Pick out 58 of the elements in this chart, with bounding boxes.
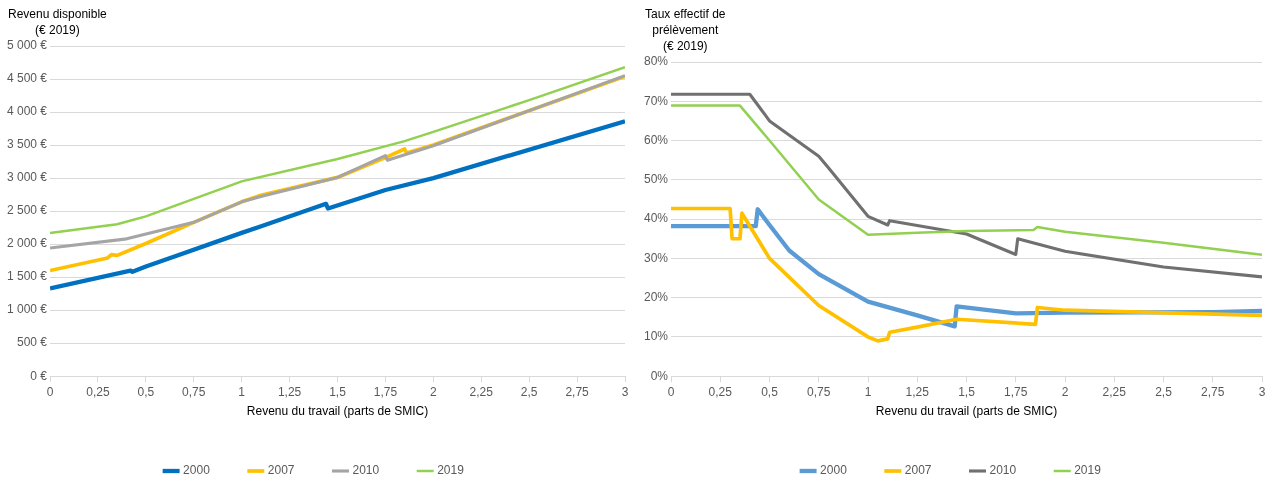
x-axis-title: Revenu du travail (parts de SMIC) bbox=[875, 404, 1058, 419]
y-tick-label: 80% bbox=[643, 54, 669, 69]
legend-label: 2010 bbox=[352, 463, 380, 478]
x-tick-label: 1,5 bbox=[958, 384, 976, 399]
legend-label: 2000 bbox=[183, 463, 211, 478]
y-tick-label: 3 500 € bbox=[6, 137, 48, 152]
x-tick-label: 3 bbox=[621, 384, 629, 399]
y-axis-title: Revenu disponible (€ 2019) bbox=[8, 6, 107, 38]
x-tick-label: 2,5 bbox=[1155, 384, 1173, 399]
x-tick-label: 1,75 bbox=[1004, 384, 1028, 399]
x-tick-label: 0,25 bbox=[708, 384, 733, 399]
x-tick-label: 2,5 bbox=[520, 384, 538, 399]
x-tick-label: 2,25 bbox=[469, 384, 494, 399]
legend-label: 2010 bbox=[989, 463, 1017, 478]
x-tick-label: 2 bbox=[1061, 384, 1069, 399]
y-tick-label: 0% bbox=[650, 368, 669, 383]
y-tick-label: 20% bbox=[643, 289, 669, 304]
legend-label: 2019 bbox=[437, 463, 465, 478]
x-axis-title: Revenu du travail (parts de SMIC) bbox=[246, 404, 429, 419]
legend-label: 2007 bbox=[267, 463, 295, 478]
y-tick-label: 30% bbox=[643, 250, 669, 265]
x-tick-label: 1,5 bbox=[329, 384, 347, 399]
legend-label: 2007 bbox=[904, 463, 932, 478]
x-tick-label: 0,5 bbox=[137, 384, 155, 399]
x-tick-label: 0 bbox=[667, 384, 675, 399]
x-tick-label: 2 bbox=[430, 384, 437, 399]
y-tick-label: 1 000 € bbox=[6, 302, 48, 317]
y-tick-label: 3 000 € bbox=[6, 170, 48, 185]
y-tick-label: 70% bbox=[643, 93, 669, 108]
x-tick-label: 1 bbox=[238, 384, 246, 399]
y-tick-label: 50% bbox=[643, 172, 669, 187]
y-tick-label: 5 000 € bbox=[6, 38, 48, 53]
x-tick-label: 2,25 bbox=[1102, 384, 1127, 399]
y-tick-label: 4 500 € bbox=[6, 71, 48, 86]
legend-label: 2019 bbox=[1074, 463, 1102, 478]
y-tick-label: 2 500 € bbox=[6, 203, 48, 218]
x-tick-label: 0,75 bbox=[182, 384, 206, 399]
x-tick-label: 1,75 bbox=[373, 384, 398, 399]
y-tick-label: 1 500 € bbox=[6, 269, 48, 284]
x-tick-label: 1 bbox=[864, 384, 872, 399]
x-tick-label: 1,25 bbox=[277, 384, 302, 399]
y-tick-label: 10% bbox=[643, 329, 669, 344]
y-tick-label: 40% bbox=[643, 211, 669, 226]
y-tick-label: 60% bbox=[643, 132, 669, 147]
x-tick-label: 2,75 bbox=[565, 384, 590, 399]
x-tick-label: 0 bbox=[46, 384, 54, 399]
x-tick-label: 2,75 bbox=[1201, 384, 1225, 399]
x-tick-label: 1,25 bbox=[905, 384, 930, 399]
y-axis-title: Taux effectif de prélèvement (€ 2019) bbox=[645, 6, 726, 54]
x-tick-label: 0,25 bbox=[86, 384, 110, 399]
x-tick-label: 3 bbox=[1258, 384, 1266, 399]
y-tick-label: 4 000 € bbox=[6, 104, 48, 119]
y-tick-label: 500 € bbox=[17, 335, 48, 350]
y-tick-label: 2 000 € bbox=[6, 236, 48, 251]
legend-label: 2000 bbox=[820, 463, 848, 478]
x-tick-label: 0,5 bbox=[761, 384, 779, 399]
x-tick-label: 0,75 bbox=[807, 384, 831, 399]
y-tick-label: 0 € bbox=[30, 368, 48, 383]
